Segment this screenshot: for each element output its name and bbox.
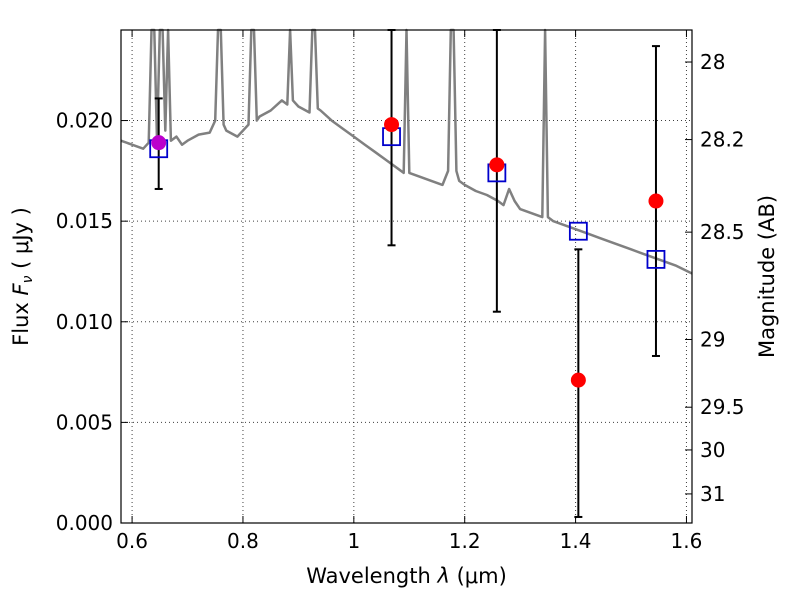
y2-tick-label: 28.5 (700, 220, 745, 244)
y2-axis-label: Magnitude (AB) (755, 195, 779, 358)
ticks (121, 30, 692, 524)
x-tick-label: 1 (347, 529, 360, 553)
y2-tick-label: 28 (700, 50, 725, 74)
y2-tick-label: 30 (700, 438, 725, 462)
model-point-box (568, 221, 588, 241)
y2-tick-label: 29.5 (700, 395, 745, 419)
x-tick-label: 1.6 (671, 529, 703, 553)
plot-frame (120, 29, 693, 524)
x-label-prefix: Wavelength (306, 564, 437, 588)
y-tick-label: 0.010 (56, 310, 113, 334)
x-tick-label: 0.6 (116, 529, 148, 553)
x-axis-label: Wavelength λ (μm) (306, 564, 507, 588)
x-tick-label: 1.4 (560, 529, 592, 553)
x-label-symbol: λ (436, 564, 449, 588)
y-label-prefix: Flux (9, 296, 33, 346)
y-label-sub: ν (20, 275, 36, 283)
x-tick-labels: 0.6 0.8 1 1.2 1.4 1.6 (116, 529, 702, 553)
spectrum-line (120, 28, 693, 275)
spectrum-layer (120, 28, 693, 275)
x-label-unit: (μm) (450, 564, 507, 588)
y2-tick-label: 31 (700, 482, 725, 506)
observed-point (384, 117, 400, 133)
model-point-box (646, 249, 666, 269)
y2-tick-label: 29 (700, 327, 725, 351)
observed-point (570, 372, 586, 388)
y-tick-label: 0.015 (56, 209, 113, 233)
y-label-unit: ( μJy ) (9, 207, 33, 275)
y2-tick-labels: 28 28.2 28.5 29 29.5 30 31 (700, 50, 745, 506)
y-tick-labels: 0.000 0.005 0.010 0.015 0.020 (56, 109, 113, 535)
model-layer (149, 127, 666, 269)
grid (121, 30, 692, 524)
y-axis-label: Flux Fν ( μJy ) (9, 207, 36, 346)
observed-point (151, 135, 167, 151)
x-tick-label: 0.8 (227, 529, 259, 553)
x-tick-label: 1.2 (449, 529, 481, 553)
observed-point (489, 157, 505, 173)
y-tick-label: 0.020 (56, 109, 113, 133)
observed-point (648, 193, 664, 209)
y-tick-label: 0.005 (56, 410, 113, 434)
y-tick-label: 0.000 (56, 511, 113, 535)
y2-tick-label: 28.2 (700, 128, 745, 152)
observed-layer (151, 117, 664, 388)
y-label-symbol: F (9, 283, 33, 296)
